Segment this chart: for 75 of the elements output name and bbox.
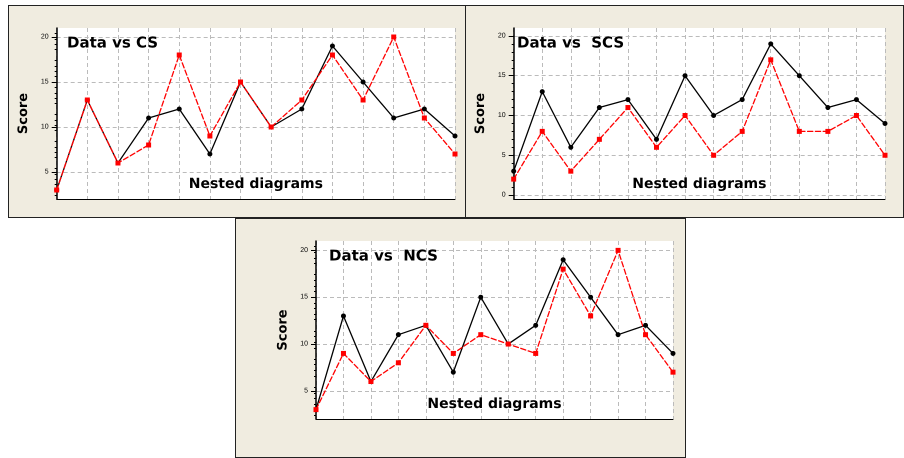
point — [740, 128, 745, 134]
point — [452, 152, 458, 156]
x-axis-title: Nested diagrams — [427, 396, 562, 412]
x-axis-title: Nested diagrams — [632, 176, 766, 192]
point — [854, 97, 859, 102]
point — [654, 144, 659, 150]
chart-title: Data vs SCS — [517, 34, 624, 52]
point — [540, 89, 545, 94]
point — [768, 57, 774, 62]
point — [560, 257, 566, 262]
point — [450, 350, 456, 356]
point — [670, 370, 676, 375]
y-axis-title: Score — [275, 309, 290, 351]
point — [796, 128, 802, 134]
point — [670, 350, 676, 356]
point — [511, 176, 516, 182]
point — [207, 152, 212, 156]
point — [682, 73, 688, 78]
point — [643, 332, 648, 338]
point — [625, 105, 630, 110]
point — [299, 106, 304, 112]
point — [330, 52, 335, 58]
point — [452, 134, 458, 138]
point — [768, 41, 774, 46]
point — [654, 136, 659, 142]
point — [478, 332, 484, 338]
point — [568, 168, 574, 174]
point — [540, 128, 545, 134]
point — [625, 97, 630, 102]
point — [854, 112, 859, 118]
point — [330, 44, 335, 48]
point — [825, 128, 830, 134]
point — [511, 168, 516, 174]
point — [596, 105, 602, 110]
point — [340, 350, 346, 356]
point — [882, 152, 888, 158]
y-axis-title: Score — [16, 92, 31, 134]
point — [396, 332, 401, 338]
point — [568, 144, 574, 150]
point — [588, 313, 594, 318]
point — [146, 116, 152, 120]
point — [450, 370, 456, 375]
point — [478, 294, 484, 300]
point — [422, 106, 427, 112]
point — [360, 80, 366, 84]
y-axis-title: Score — [473, 92, 488, 134]
point — [643, 322, 648, 328]
point — [533, 322, 538, 328]
point — [360, 98, 366, 102]
point — [882, 120, 888, 126]
point — [596, 136, 602, 142]
point — [533, 350, 538, 356]
point — [396, 360, 401, 366]
point — [422, 116, 427, 120]
point — [796, 73, 802, 78]
chart-title: Data vs NCS — [329, 246, 438, 264]
point — [616, 332, 621, 338]
x-axis-title: Nested diagrams — [188, 176, 323, 192]
point — [340, 313, 346, 318]
point — [146, 142, 152, 148]
point — [588, 294, 594, 300]
point — [176, 106, 182, 112]
point — [560, 266, 566, 272]
point — [825, 105, 830, 110]
point — [391, 116, 396, 120]
point — [299, 98, 304, 102]
point — [682, 112, 688, 118]
point — [391, 34, 396, 40]
point — [207, 134, 212, 138]
point — [711, 112, 716, 118]
chart-title: Data vs CS — [67, 34, 158, 52]
point — [616, 248, 621, 253]
point — [740, 97, 745, 102]
point — [711, 152, 716, 158]
point — [176, 52, 182, 58]
